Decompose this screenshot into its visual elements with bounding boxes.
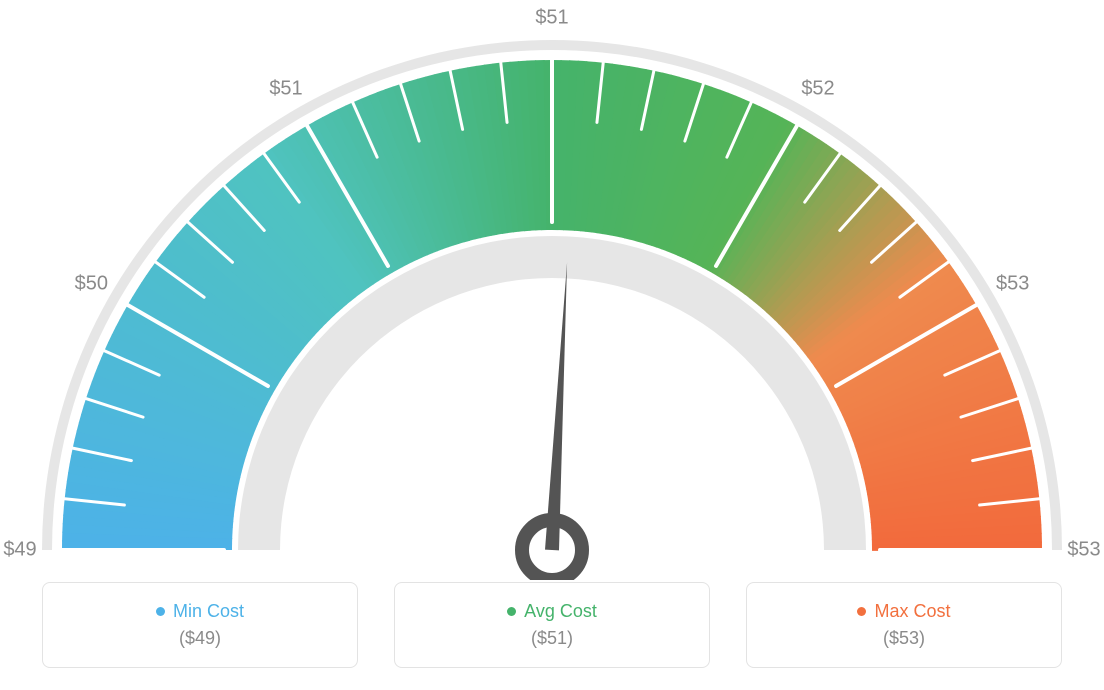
legend-value-avg: ($51) (531, 628, 573, 649)
legend-card-avg: Avg Cost ($51) (394, 582, 710, 668)
gauge-scale-label: $50 (75, 273, 108, 296)
legend-dot-avg (507, 607, 516, 616)
gauge-scale-label: $51 (269, 78, 302, 101)
gauge-scale-label: $53 (996, 273, 1029, 296)
legend-card-max: Max Cost ($53) (746, 582, 1062, 668)
legend-card-min: Min Cost ($49) (42, 582, 358, 668)
legend-title-min: Min Cost (173, 601, 244, 622)
cost-gauge-chart: $49$50$51$51$52$53$53 (32, 20, 1072, 580)
legend-row: Min Cost ($49) Avg Cost ($51) Max Cost (… (42, 582, 1062, 668)
legend-value-min: ($49) (179, 628, 221, 649)
gauge-scale-label: $53 (1067, 539, 1100, 562)
legend-title-row: Min Cost (156, 601, 244, 622)
gauge-scale-label: $49 (3, 539, 36, 562)
gauge-scale-label: $51 (535, 7, 568, 30)
legend-title-avg: Avg Cost (524, 601, 597, 622)
legend-title-row: Max Cost (857, 601, 950, 622)
legend-dot-max (857, 607, 866, 616)
gauge-scale-label: $52 (801, 78, 834, 101)
legend-title-max: Max Cost (874, 601, 950, 622)
legend-value-max: ($53) (883, 628, 925, 649)
gauge-svg (32, 20, 1072, 580)
legend-dot-min (156, 607, 165, 616)
legend-title-row: Avg Cost (507, 601, 597, 622)
